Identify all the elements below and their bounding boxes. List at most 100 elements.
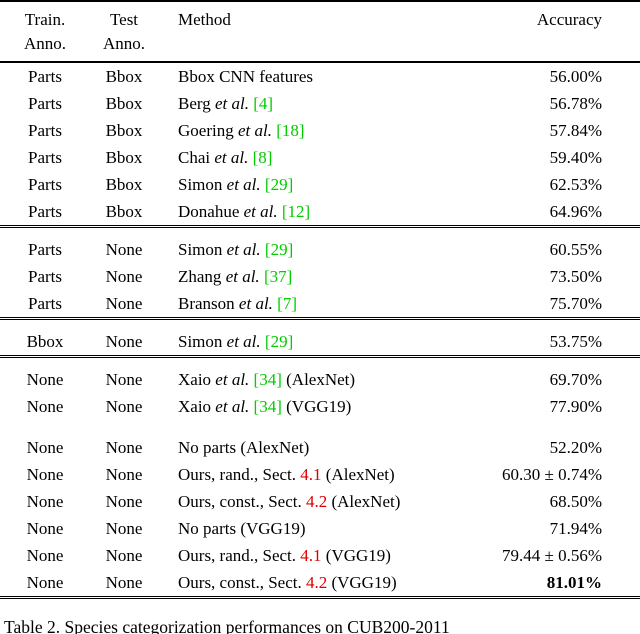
accuracy-cell: 77.90% xyxy=(549,397,602,416)
table-row: Parts None Zhang et al. [37] 73.50% xyxy=(0,263,640,290)
accuracy-cell: 68.50% xyxy=(549,492,602,511)
train-anno-cell: Parts xyxy=(28,67,62,86)
method-text: Zhang xyxy=(178,267,226,286)
citation-ref: [7] xyxy=(277,294,297,313)
citation-ref: [4] xyxy=(253,94,274,113)
test-anno-cell: None xyxy=(105,492,143,511)
section-ref: 4.1 xyxy=(300,546,322,565)
test-anno-cell: None xyxy=(105,546,143,565)
method-cell: No parts (AlexNet) xyxy=(158,434,460,461)
method-etal-text: et al. xyxy=(243,202,278,221)
train-anno-cell: None xyxy=(26,465,64,484)
test-anno-cell: None xyxy=(105,267,143,286)
method-text: Ours, rand., Sect. xyxy=(178,465,301,484)
header-test-line2: Anno. xyxy=(102,34,146,53)
method-text: (AlexNet) xyxy=(327,492,401,511)
method-cell: Ours, const., Sect. 4.2 (AlexNet) xyxy=(158,488,460,515)
train-anno-cell: Parts xyxy=(0,225,90,263)
method-etal-text: et al. xyxy=(225,267,260,286)
method-text: Ours, const., Sect. xyxy=(178,573,306,592)
method-text: Simon xyxy=(178,175,227,194)
method-cell: Xaio et al. [34] (VGG19) xyxy=(158,393,460,420)
table-row: Bbox None Simon et al. [29] 53.75% xyxy=(0,317,640,357)
method-cell: Bbox CNN features xyxy=(158,62,460,90)
table-row: None None Ours, rand., Sect. 4.1 (VGG19) 79… xyxy=(0,542,640,569)
method-text: No parts (AlexNet) xyxy=(178,438,310,457)
method-text: Simon xyxy=(178,240,227,259)
train-anno-cell: None xyxy=(26,492,64,511)
method-cell: Zhang et al. [37] xyxy=(158,263,460,290)
header-test-anno: Test Anno. xyxy=(90,1,158,63)
method-cell: Ours, const., Sect. 4.2 (VGG19) xyxy=(158,569,460,598)
method-cell: Simon et al. [29] xyxy=(158,171,460,198)
citation-ref: [34] xyxy=(253,397,282,416)
citation-ref: [29] xyxy=(264,175,294,194)
results-table: Train. Anno. Test Anno. Method Accuracy … xyxy=(0,0,640,599)
train-anno-cell: Parts xyxy=(28,121,62,140)
section-ref: 4.2 xyxy=(305,573,328,592)
table-row: Parts Bbox Donahue et al. [12] 64.96% xyxy=(0,198,640,227)
method-text: Bbox CNN features xyxy=(178,67,314,86)
spacer-cell xyxy=(0,420,640,434)
train-anno-cell: None xyxy=(26,438,64,457)
table-row: None None Ours, const., Sect. 4.2 (VGG19) 8… xyxy=(0,569,640,598)
citation-ref: [12] xyxy=(281,202,311,221)
method-cell: No parts (VGG19) xyxy=(158,515,460,542)
train-anno-cell: None xyxy=(26,397,64,416)
method-text: (VGG19) xyxy=(281,397,352,416)
citation-ref: [8] xyxy=(252,148,273,167)
citation-ref: [29] xyxy=(264,332,294,351)
train-anno-cell: None xyxy=(26,573,64,592)
train-anno-cell: None xyxy=(0,355,90,393)
table-row: Parts Bbox Bbox CNN features 56.00% xyxy=(0,62,640,90)
train-anno-cell: Parts xyxy=(28,148,62,167)
method-etal-text: et al. xyxy=(226,240,261,259)
table-row: None None Ours, rand., Sect. 4.1 (AlexNet)… xyxy=(0,461,640,488)
method-text: Berg xyxy=(178,94,215,113)
method-text: (AlexNet) xyxy=(281,370,356,389)
header-train-line1: Train. xyxy=(24,10,66,29)
method-text: (AlexNet) xyxy=(321,465,395,484)
test-anno-cell: None xyxy=(105,397,143,416)
train-anno-cell: None xyxy=(26,519,64,538)
train-anno-cell: Parts xyxy=(28,267,62,286)
method-text: Donahue xyxy=(178,202,244,221)
method-text: (VGG19) xyxy=(321,546,391,565)
table-row: Parts Bbox Berg et al. [4] 56.78% xyxy=(0,90,640,117)
method-cell: Simon et al. [29] xyxy=(158,317,460,357)
header-accuracy: Accuracy xyxy=(460,1,640,63)
method-etal-text: et al. xyxy=(237,121,272,140)
test-anno-cell: Bbox xyxy=(105,94,143,113)
method-etal-text: et al. xyxy=(215,94,249,113)
method-cell: Ours, rand., Sect. 4.1 (AlexNet) xyxy=(158,461,460,488)
test-anno-cell: None xyxy=(105,465,143,484)
accuracy-cell: 56.78% xyxy=(549,94,602,113)
train-anno-cell: Parts xyxy=(28,175,62,194)
method-cell: Branson et al. [7] xyxy=(158,290,460,319)
train-anno-cell: Bbox xyxy=(0,317,90,357)
accuracy-cell: 71.94% xyxy=(549,519,602,538)
table-row: None None Ours, const., Sect. 4.2 (AlexNet… xyxy=(0,488,640,515)
section-ref: 4.2 xyxy=(305,492,328,511)
table-body: Parts Bbox Bbox CNN features 56.00% Parts Bbo… xyxy=(0,62,640,598)
table-row: Parts None Branson et al. [7] 75.70% xyxy=(0,290,640,319)
header-row: Train. Anno. Test Anno. Method Accuracy xyxy=(0,1,640,63)
method-etal-text: et al. xyxy=(226,175,261,194)
test-anno-cell: Bbox xyxy=(105,175,143,194)
method-etal-text: et al. xyxy=(226,332,261,351)
section-ref: 4.1 xyxy=(300,465,322,484)
method-etal-text: et al. xyxy=(215,397,250,416)
table-row: Parts Bbox Simon et al. [29] 62.53% xyxy=(0,171,640,198)
method-text: (VGG19) xyxy=(327,573,397,592)
method-cell: Simon et al. [29] xyxy=(158,225,460,263)
table-row: Parts None Simon et al. [29] 60.55% xyxy=(0,225,640,263)
method-etal-text: et al. xyxy=(238,294,273,313)
header-train-line2: Anno. xyxy=(23,34,67,53)
accuracy-cell: 59.40% xyxy=(549,148,602,167)
accuracy-cell: 73.50% xyxy=(549,267,602,286)
method-text: Ours, const., Sect. xyxy=(178,492,306,511)
train-anno-cell: Parts xyxy=(28,202,62,221)
accuracy-cell: 69.70% xyxy=(460,355,640,393)
train-anno-cell: None xyxy=(26,546,64,565)
